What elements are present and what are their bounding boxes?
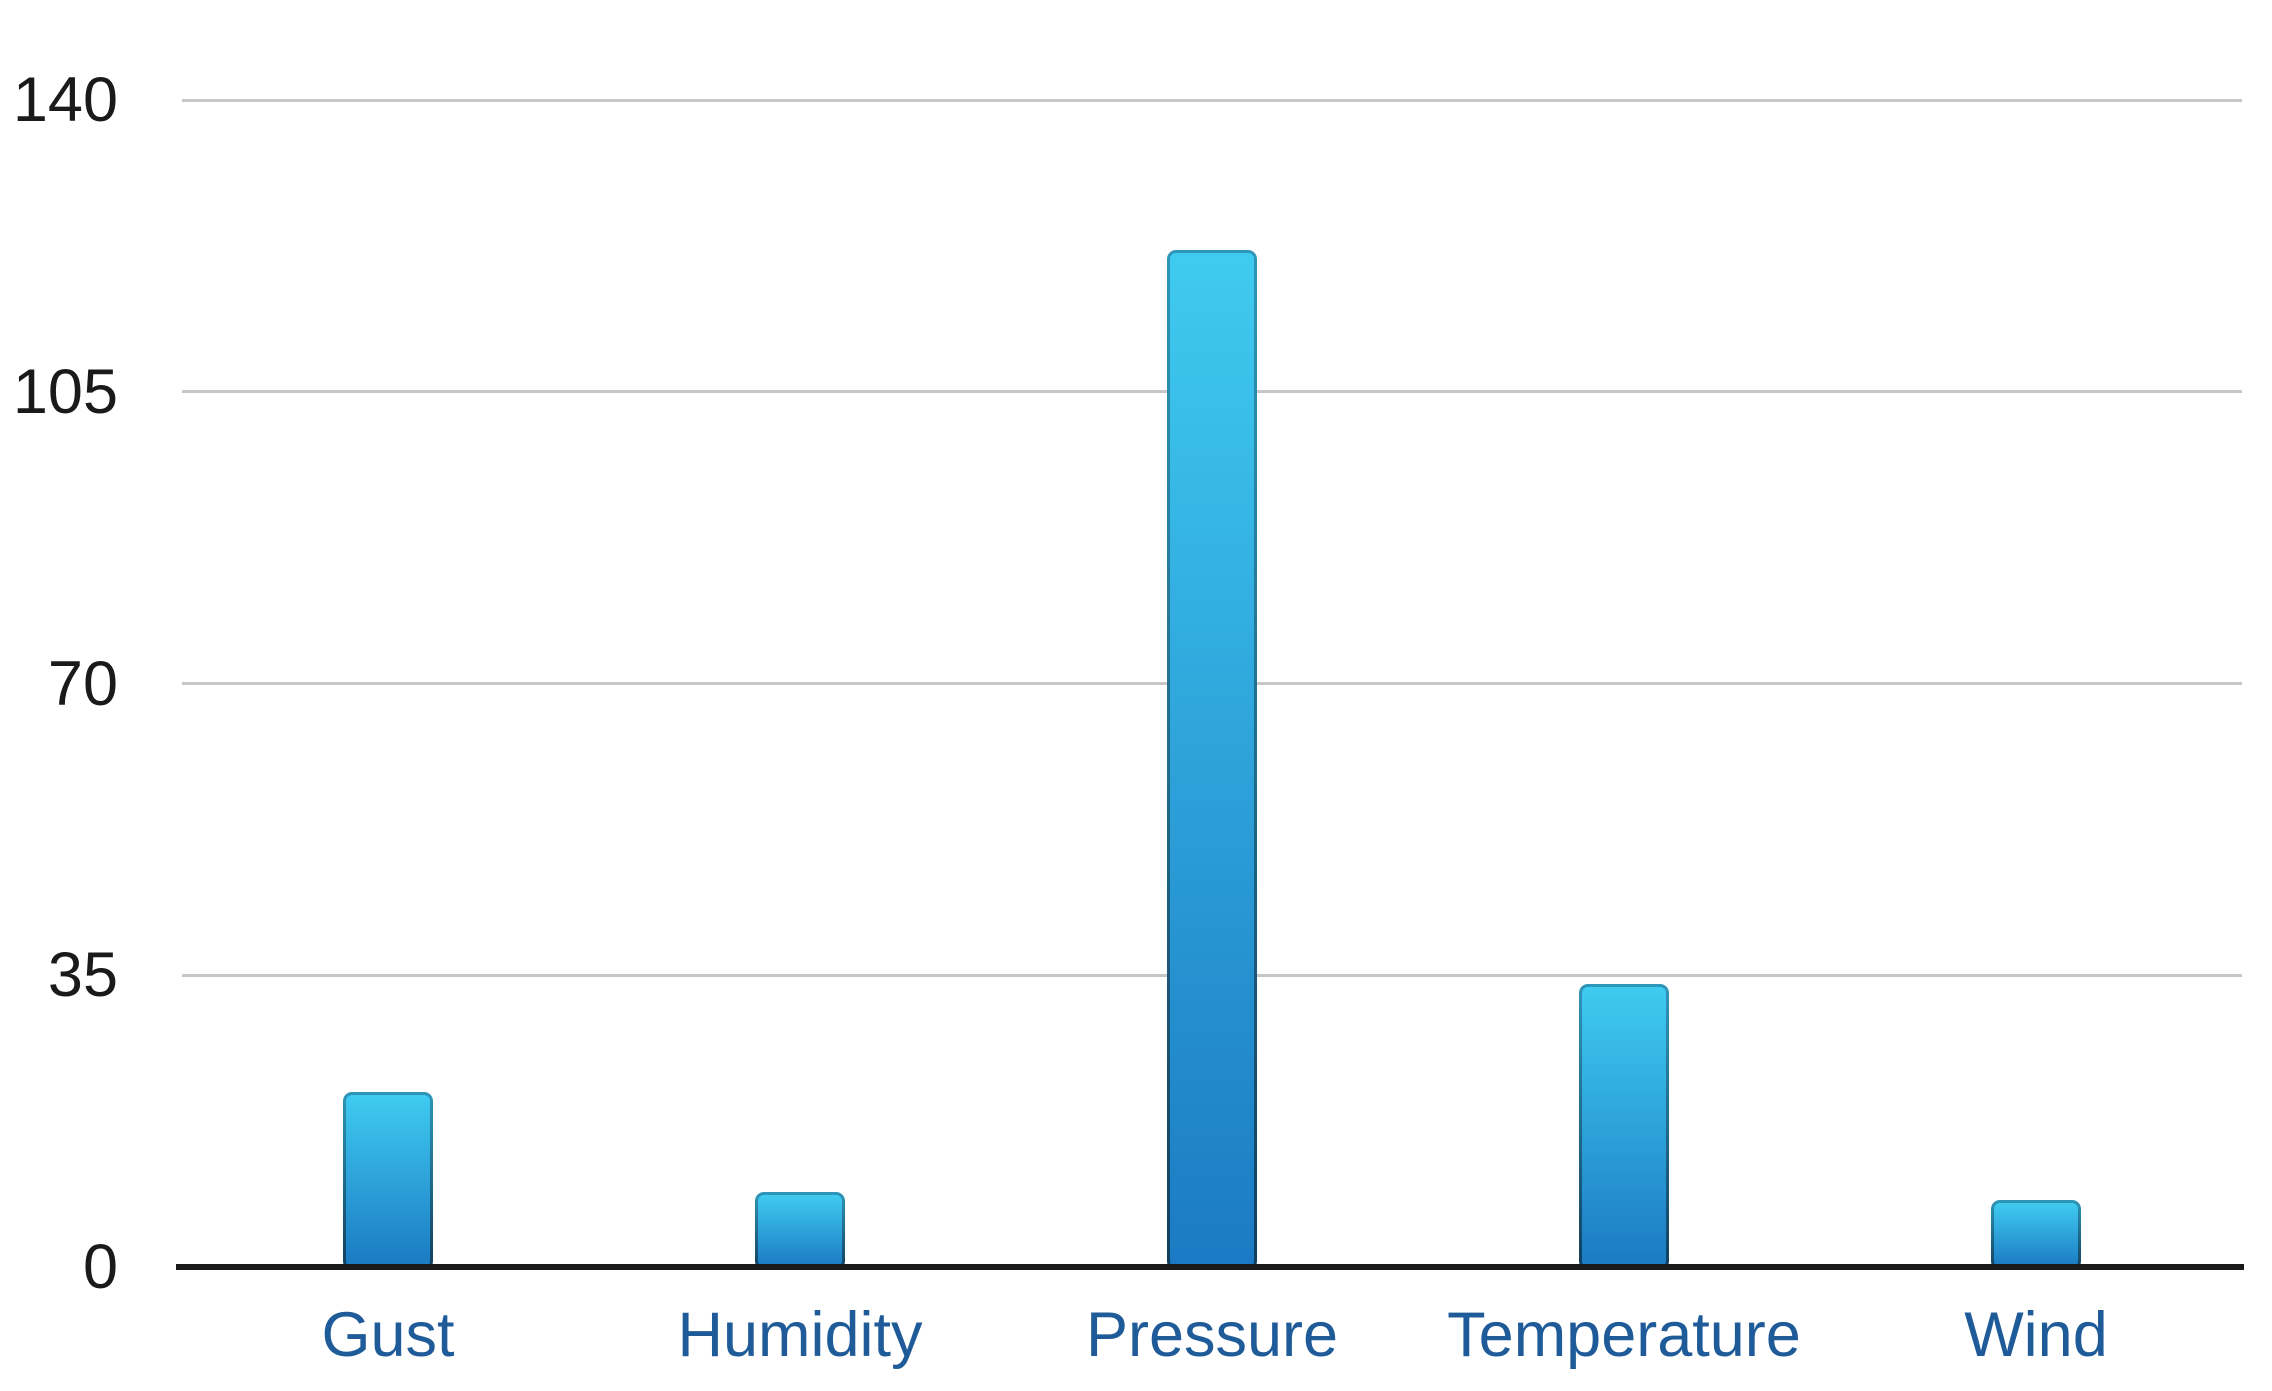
y-axis-tick-label: 105 <box>12 357 118 427</box>
bar-humidity <box>755 1192 845 1270</box>
gridline-140 <box>182 99 2242 102</box>
y-axis-tick-label: 140 <box>12 65 118 135</box>
bar-gust <box>343 1092 433 1270</box>
x-axis-category-label: Pressure <box>1085 1300 1339 1370</box>
y-axis-tick-label: 35 <box>47 940 118 1010</box>
x-axis-category-label: Wind <box>1964 1300 2108 1370</box>
x-axis-category-label: Temperature <box>1447 1300 1801 1370</box>
x-axis-category-label: Gust <box>321 1300 455 1370</box>
x-axis-line <box>176 1264 2244 1270</box>
y-axis-tick-label: 70 <box>47 649 118 719</box>
bar-pressure <box>1167 250 1257 1270</box>
bar-wind <box>1991 1200 2081 1270</box>
x-axis-category-label: Humidity <box>677 1300 923 1370</box>
y-axis-tick-label: 0 <box>82 1232 118 1302</box>
bar-temperature <box>1579 984 1669 1270</box>
